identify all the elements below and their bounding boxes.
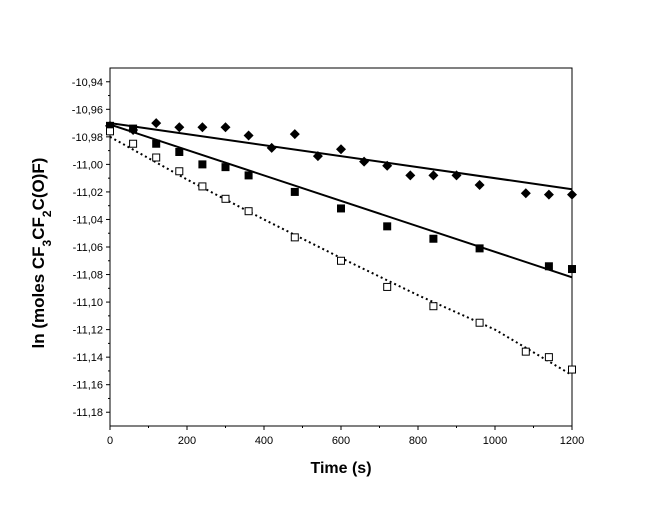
y-tick-label: -11,00: [73, 159, 103, 171]
data-point-square-open: [429, 302, 438, 311]
y-tick-label: -11,16: [73, 380, 103, 392]
data-point-square-open: [152, 153, 161, 162]
data-point-square-filled: [383, 222, 392, 231]
data-point-square-filled: [544, 262, 553, 271]
data-point-square-open: [568, 365, 576, 374]
data-point-square-filled: [475, 244, 484, 253]
data-point-diamond: [336, 144, 346, 155]
data-point-diamond: [474, 180, 485, 191]
data-point-square-open: [290, 233, 299, 242]
data-point-square-open: [244, 207, 253, 216]
y-tick-label: -10,96: [72, 104, 103, 116]
data-point-square-open: [106, 127, 114, 136]
data-point-diamond: [382, 160, 393, 171]
data-point-square-open: [221, 194, 230, 203]
data-point-diamond: [359, 156, 370, 167]
y-tick-label: -11,10: [73, 297, 103, 309]
data-point-diamond: [567, 189, 577, 200]
x-tick-label: 400: [255, 435, 273, 447]
x-tick-label: 600: [332, 435, 350, 447]
data-point-square-open: [521, 347, 530, 356]
fit-line-2: [109, 123, 573, 279]
data-point-square-filled: [221, 163, 230, 172]
data-point-diamond: [543, 189, 554, 200]
data-point-square-open: [129, 139, 138, 148]
data-point-diamond: [243, 130, 254, 141]
x-tick-label: 800: [409, 435, 427, 447]
x-tick-label: 200: [178, 435, 196, 447]
x-axis: 0 200 400 600 800 1000 1200: [107, 426, 584, 447]
y-tick-label: -11,12: [73, 325, 103, 337]
data-point-square-open: [383, 282, 392, 291]
data-point-diamond: [405, 170, 416, 181]
data-point-diamond: [312, 151, 323, 162]
data-markers: [105, 118, 577, 374]
data-point-diamond: [428, 170, 439, 181]
y-tick-label: -10,98: [72, 132, 103, 144]
x-axis-title: Time (s): [310, 460, 371, 477]
data-point-diamond: [520, 188, 531, 199]
y-tick-label: -11,06: [73, 242, 103, 254]
y-tick-label: -11,14: [73, 352, 103, 364]
data-point-square-open: [475, 318, 484, 327]
data-point-square-filled: [244, 171, 253, 180]
data-point-square-open: [337, 256, 345, 265]
data-point-diamond: [151, 118, 162, 129]
x-tick-label: 0: [107, 435, 113, 447]
data-point-square-filled: [175, 147, 184, 156]
y-tick-label: -10,94: [72, 77, 103, 89]
data-point-square-filled: [568, 265, 576, 274]
data-point-diamond: [174, 122, 185, 133]
data-point-square-filled: [106, 121, 114, 130]
y-tick-label: -11,08: [73, 270, 103, 282]
y-axis: -10,94 -10,96 -10,98 -11,00 -11,02 -11,04 -11,…: [72, 77, 110, 419]
data-point-diamond: [289, 129, 300, 140]
y-axis-title: ln (moles CF3CF2C(O)F): [29, 158, 54, 349]
data-point-square-filled: [290, 187, 299, 196]
y-tick-label: -11,02: [73, 187, 103, 199]
data-point-square-open: [198, 182, 207, 191]
data-point-square-filled: [429, 234, 438, 243]
x-tick-label: 1200: [560, 435, 584, 447]
data-point-diamond: [220, 122, 231, 133]
data-point-square-filled: [129, 124, 138, 133]
data-point-diamond: [451, 170, 462, 181]
x-tick-label: 1000: [483, 435, 507, 447]
data-point-square-open: [175, 167, 184, 176]
y-tick-label: -11,04: [73, 214, 103, 226]
data-point-square-filled: [152, 139, 161, 148]
data-point-square-filled: [337, 204, 345, 213]
y-tick-label: -11,18: [73, 407, 103, 419]
data-point-diamond: [266, 142, 277, 153]
data-point-diamond: [197, 122, 208, 133]
data-point-square-filled: [198, 160, 207, 169]
fit-line-1: [109, 122, 573, 191]
data-point-square-open: [544, 353, 553, 362]
